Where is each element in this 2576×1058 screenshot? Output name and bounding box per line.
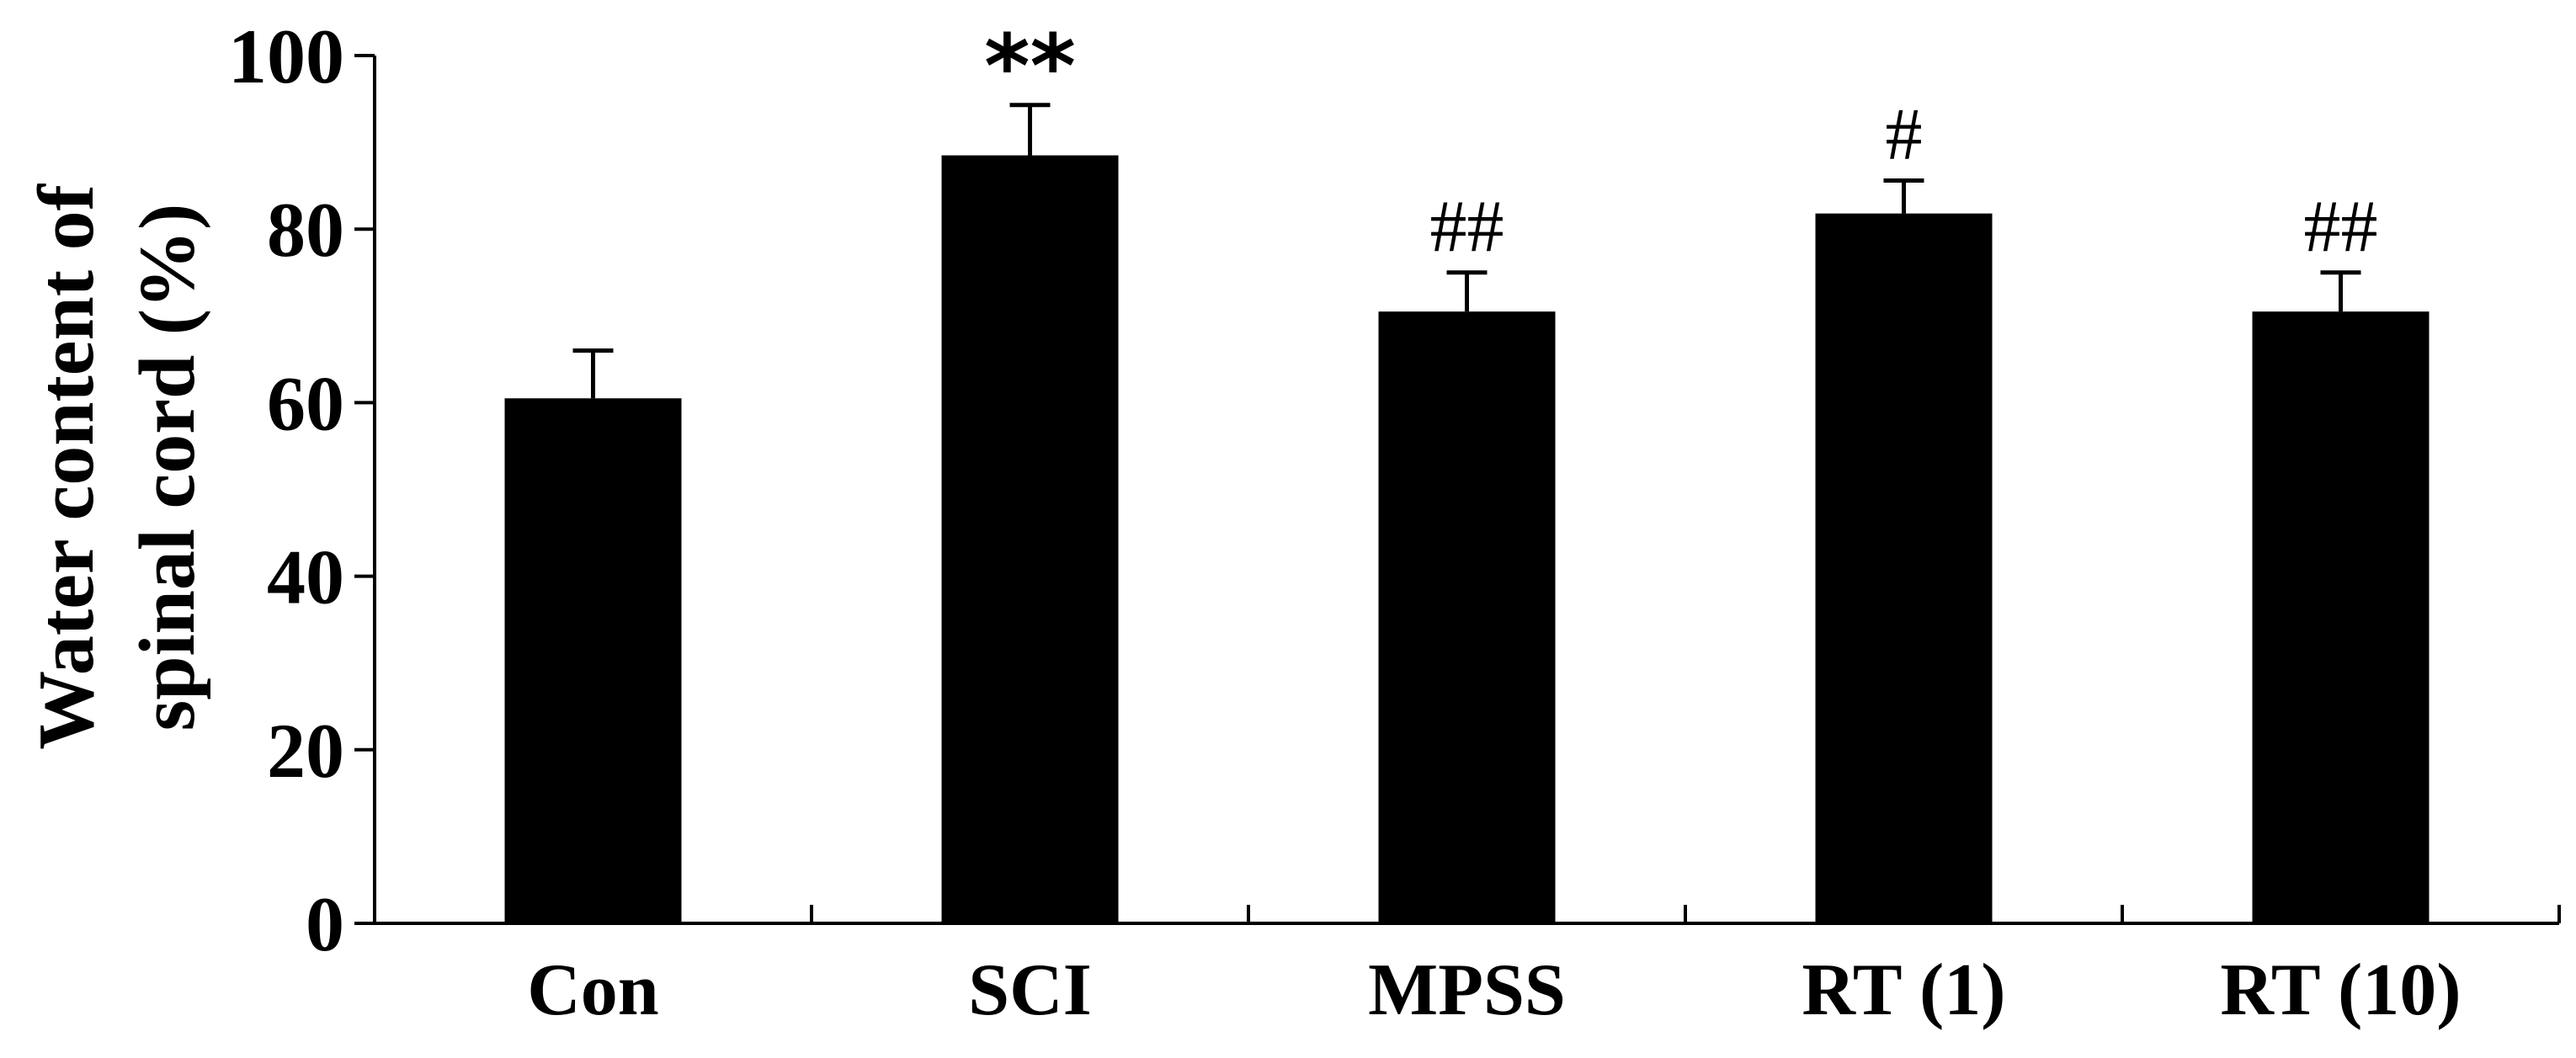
- y-tick-label: 40: [267, 534, 344, 620]
- significance-label: ##: [2304, 186, 2378, 268]
- x-tick-label: MPSS: [1368, 949, 1566, 1031]
- bar: [2252, 311, 2430, 923]
- x-tick-label: RT (1): [1802, 949, 2005, 1031]
- x-tick-label: SCI: [968, 949, 1092, 1031]
- plot-area: 0 20 40 60 80 100 Con ** SCI ## MPSS # RT (1) ## RT (1…: [228, 13, 2561, 1031]
- significance-label: #: [1886, 93, 1923, 175]
- bar: [941, 155, 1119, 923]
- y-tick-label: 60: [267, 360, 344, 446]
- significance-label: **: [984, 15, 1076, 118]
- y-tick-label: 20: [267, 708, 344, 794]
- y-tick-label: 100: [228, 13, 344, 99]
- significance-label: ##: [1430, 186, 1504, 268]
- y-tick-label: 0: [306, 881, 344, 967]
- bar: [504, 398, 682, 923]
- y-tick-label: 80: [267, 187, 344, 273]
- y-axis-title-line-1: Water content of: [23, 183, 110, 749]
- bar: [1378, 311, 1556, 923]
- x-tick-label: Con: [527, 949, 659, 1031]
- x-tick-label: RT (10): [2220, 949, 2461, 1031]
- bar: [1815, 213, 1993, 924]
- y-axis-title-line-2: spinal cord (%): [124, 204, 211, 731]
